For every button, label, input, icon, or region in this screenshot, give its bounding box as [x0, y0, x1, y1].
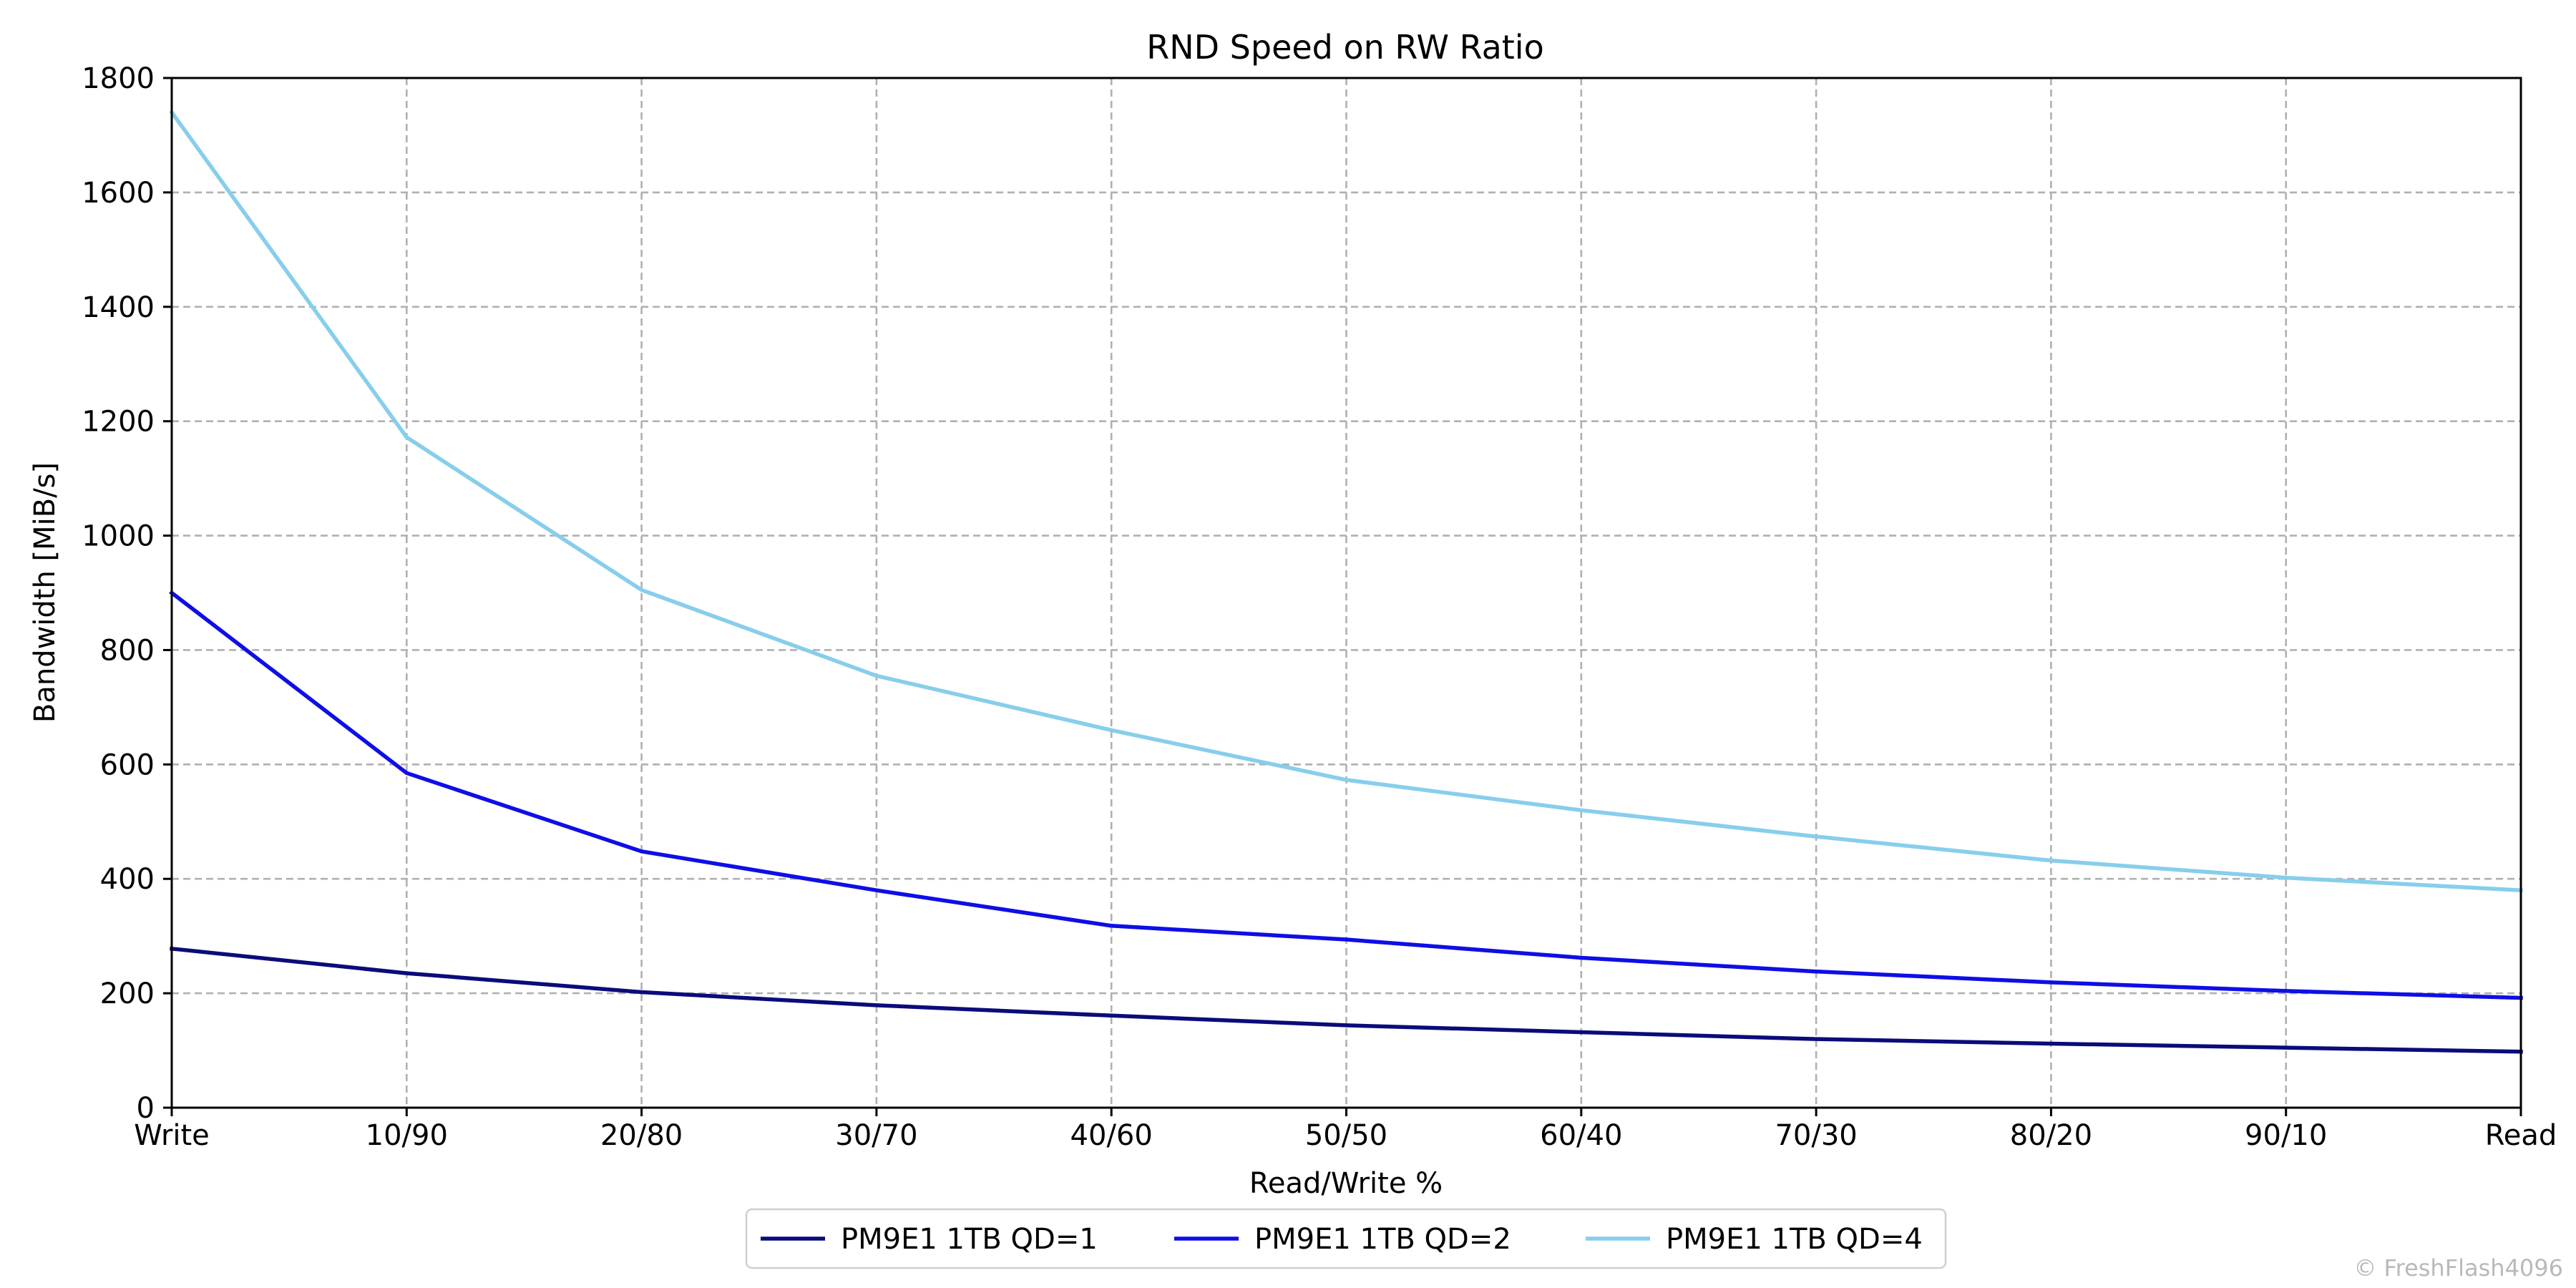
y-tick-label: 1800	[82, 62, 155, 95]
axis-ticks: Write 10/90 20/80 30/70 40/60 50/50 60/40 70/30…	[82, 62, 2557, 1152]
series-line-qd4	[169, 109, 2523, 893]
x-tick-label: Write	[134, 1119, 210, 1152]
x-tick-label: Read	[2485, 1119, 2557, 1152]
y-axis-label: Bandwidth [MiB/s]	[29, 462, 62, 723]
series-lines	[169, 109, 2523, 1054]
y-tick-label: 200	[100, 977, 155, 1010]
watermark: © FreshFlash4096	[2353, 1254, 2563, 1282]
x-axis-label: Read/Write %	[1249, 1167, 1443, 1200]
y-tick-label: 1600	[82, 177, 155, 210]
x-tick-label: 40/60	[1070, 1119, 1153, 1152]
x-tick-label: 60/40	[1540, 1119, 1622, 1152]
x-tick-label: 10/90	[366, 1119, 448, 1152]
y-tick-label: 800	[100, 634, 155, 667]
y-tick-label: 0	[137, 1092, 155, 1125]
x-tick-label: 80/20	[2010, 1119, 2092, 1152]
y-tick-label: 600	[100, 748, 155, 781]
x-tick-label: 70/30	[1775, 1119, 1857, 1152]
x-tick-label: 30/70	[835, 1119, 917, 1152]
legend-box	[745, 1208, 1947, 1269]
series-line-qd1	[169, 946, 2523, 1054]
legend-label: PM9E1 1TB QD=2	[1254, 1223, 1511, 1256]
gridlines	[172, 78, 2521, 1108]
y-tick-label: 1000	[82, 520, 155, 553]
y-tick-label: 400	[100, 863, 155, 896]
legend: PM9E1 1TB QD=1 PM9E1 1TB QD=2 PM9E1 1TB QD…	[745, 1208, 1947, 1269]
legend-label: PM9E1 1TB QD=4	[1666, 1223, 1923, 1256]
series-line-qd2	[169, 590, 2523, 1000]
x-tick-label: 50/50	[1305, 1119, 1387, 1152]
x-tick-label: 90/10	[2245, 1119, 2327, 1152]
chart-title: RND Speed on RW Ratio	[1146, 28, 1543, 67]
legend-label: PM9E1 1TB QD=1	[841, 1223, 1098, 1256]
y-tick-label: 1400	[82, 291, 155, 324]
x-tick-label: 20/80	[600, 1119, 683, 1152]
y-tick-label: 1200	[82, 406, 155, 439]
